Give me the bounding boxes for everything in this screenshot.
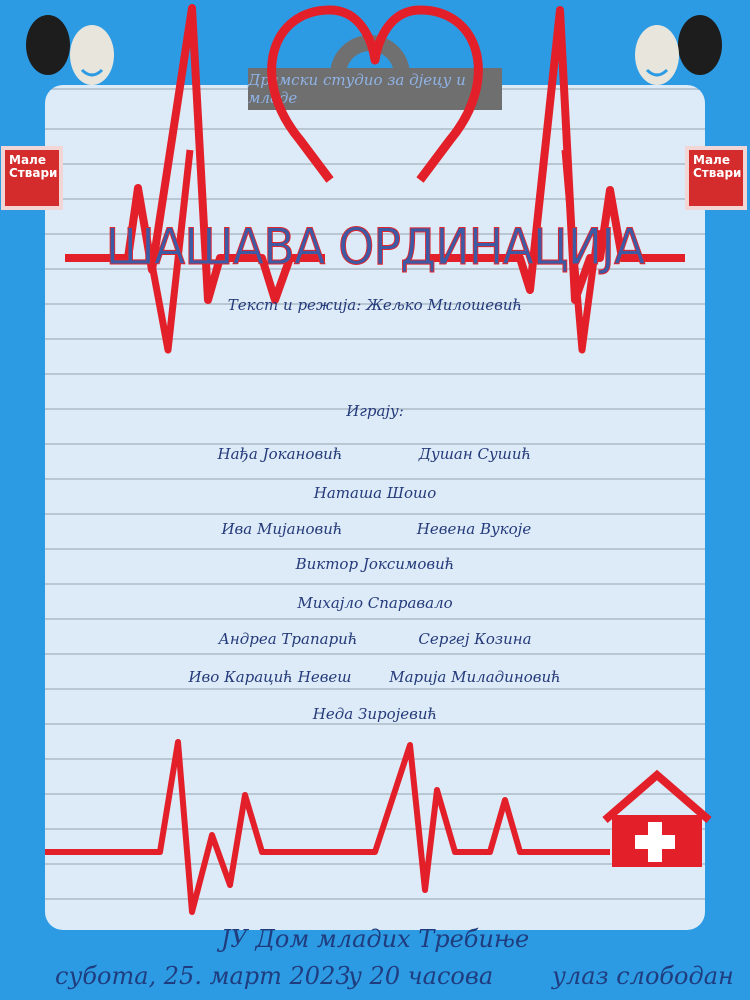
ecg-line-bottom xyxy=(45,739,610,915)
entry-info: улаз слободан xyxy=(552,962,734,990)
heart-icon xyxy=(267,5,483,183)
venue: ЈУ Дом младих Требиње xyxy=(220,925,530,953)
cast-member: Душан Сушић xyxy=(418,445,532,463)
cast-member: Сергеј Козина xyxy=(418,630,532,648)
ecg-line-top-left-spike xyxy=(136,149,194,354)
cast-heading: Играју: xyxy=(346,402,404,420)
theatre-masks-icon xyxy=(26,15,114,85)
cast-member: Иво Карацић Невеш xyxy=(188,668,352,686)
cast-member: Ива Мијановић xyxy=(221,520,343,538)
clipboard-clip: Драмски студио за дјецу и младе xyxy=(248,68,502,110)
hospital-house-icon xyxy=(602,769,712,867)
event-time: у 20 часова xyxy=(348,962,494,990)
theatre-masks-icon xyxy=(635,15,722,85)
male-stvari-logo: Мале Ствари xyxy=(685,146,747,210)
male-stvari-logo: Мале Ствари xyxy=(1,146,63,210)
author-credit: Текст и режија: Жељко Милошевић xyxy=(227,296,523,314)
cast-member: Наташа Шошо xyxy=(313,484,437,502)
ecg-line-top-right-spike xyxy=(561,149,602,354)
cast-member: Михајло Спаравало xyxy=(297,594,453,612)
cast-member: Андреа Трапарић xyxy=(218,630,358,648)
cast-member: Нађа Јокановић xyxy=(217,445,343,463)
cast-member: Невена Вукоје xyxy=(416,520,532,538)
ecg-line-top-left xyxy=(65,4,325,304)
cast-member: Неда Зиројевић xyxy=(312,705,438,723)
cast-member: Виктор Јоксимовић xyxy=(295,555,455,573)
play-title: ШАШАВА ОРДИНАЦИЈА xyxy=(105,218,646,277)
event-date: субота, 25. март 2023. xyxy=(55,962,359,990)
ecg-line-top-right xyxy=(425,6,685,304)
cast-member: Марија Миладиновић xyxy=(389,668,561,686)
